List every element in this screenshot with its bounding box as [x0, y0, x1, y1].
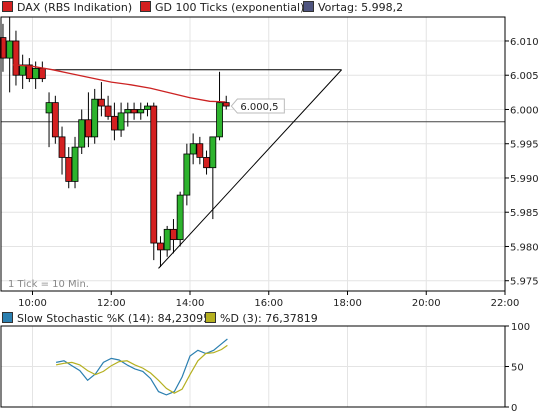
y-tick-label: 6.010	[510, 37, 539, 48]
x-tick-label: 14:00	[176, 298, 205, 309]
candle-down	[222, 102, 230, 107]
moving-average-line	[12, 64, 226, 103]
candle-up	[216, 102, 223, 138]
x-tick-label: 12:00	[97, 298, 126, 309]
candle-down	[130, 109, 138, 114]
candle-up	[144, 105, 151, 110]
legend-stoch-d-swatch	[205, 312, 216, 323]
candle-down	[157, 242, 164, 251]
y-tick-label: 6.005	[510, 71, 539, 82]
x-tick-label: 22:00	[491, 298, 520, 309]
x-tick-label: 16:00	[254, 298, 283, 309]
candle-down	[196, 143, 204, 158]
candle-down	[203, 157, 210, 169]
y-tick-label: 5.980	[510, 242, 539, 253]
price-panel-frame	[0, 16, 506, 292]
price-panel-bg	[1, 17, 505, 291]
stoch-d-line	[55, 344, 228, 394]
candle-down	[85, 119, 92, 138]
x-tick-label: 20:00	[412, 298, 441, 309]
candle-down	[38, 67, 46, 80]
candle-down	[170, 228, 177, 241]
legend-dax: DAX (RBS Indikation)	[2, 0, 132, 16]
legend-vortag: Vortag: 5.998,2	[303, 0, 403, 16]
legend-gd100-swatch	[140, 1, 151, 12]
candle-up	[176, 194, 184, 241]
trendline	[158, 69, 342, 269]
stoch-y-tick-label: 100	[511, 322, 530, 333]
legend-stoch-k-label: Slow Stochastic %K (14): 84,23095	[17, 312, 211, 325]
candle-up	[91, 98, 99, 138]
stoch-y-tick-label: 50	[511, 363, 524, 374]
candle-down	[12, 40, 20, 76]
candle-up	[209, 136, 217, 169]
y-tick-label: 5.995	[510, 140, 539, 151]
y-tick-label: 6.000	[510, 105, 539, 116]
candle-down	[98, 98, 105, 107]
legend-gd100: GD 100 Ticks (exponential)	[140, 0, 304, 16]
candle-up	[32, 67, 40, 80]
candle-down	[58, 136, 66, 158]
candle-down	[51, 102, 59, 138]
legend-vortag-label: Vortag: 5.998,2	[318, 1, 404, 14]
candle-up	[6, 40, 14, 59]
legend-stoch-d: %D (3): 76,37819	[205, 311, 318, 327]
candle-up	[78, 119, 86, 148]
legend-stoch-k-swatch	[2, 312, 13, 323]
y-tick-label: 5.975	[510, 277, 539, 288]
y-tick-label: 5.990	[510, 174, 539, 185]
candle-up	[45, 102, 53, 114]
candle-down	[65, 157, 73, 182]
candle-up	[183, 153, 191, 196]
x-tick-label: 18:00	[333, 298, 362, 309]
candle-up	[137, 109, 145, 114]
candle-up	[189, 143, 197, 155]
price-label-text: 6.000,5	[240, 102, 278, 113]
price-label-box	[230, 98, 285, 114]
legend-dax-swatch	[2, 1, 13, 12]
y-tick-label: 5.985	[510, 208, 539, 219]
legend-dax-label: DAX (RBS Indikation)	[17, 1, 133, 14]
x-tick-label: 10:00	[18, 298, 47, 309]
legend-gd100-label: GD 100 Ticks (exponential)	[155, 1, 305, 14]
legend-stoch-k: Slow Stochastic %K (14): 84,23095	[2, 311, 210, 327]
price-plot: 5.975 5.980 5.985 5.990 5.995 6.000 6.005 6.010…	[0, 16, 539, 309]
candle-down	[111, 115, 118, 131]
candle-up	[117, 112, 125, 131]
candle-up	[71, 146, 79, 182]
legend-vortag-swatch	[303, 1, 314, 12]
stochastic-plot: 0 50 100	[0, 322, 530, 414]
stoch-y-tick-label: 0	[511, 403, 517, 414]
candle-up	[163, 228, 171, 251]
tick-note: 1 Tick = 10 Min.	[8, 279, 89, 290]
candle-down	[25, 64, 33, 80]
candle-down	[150, 105, 158, 244]
candle-down	[0, 37, 7, 59]
candle-up	[124, 109, 132, 114]
candle-down	[104, 105, 112, 117]
stochastic-panel-frame	[0, 325, 506, 408]
stoch-k-line	[55, 338, 228, 396]
legend-stoch-d-label: %D (3): 76,37819	[220, 312, 318, 325]
candle-up	[19, 64, 27, 76]
